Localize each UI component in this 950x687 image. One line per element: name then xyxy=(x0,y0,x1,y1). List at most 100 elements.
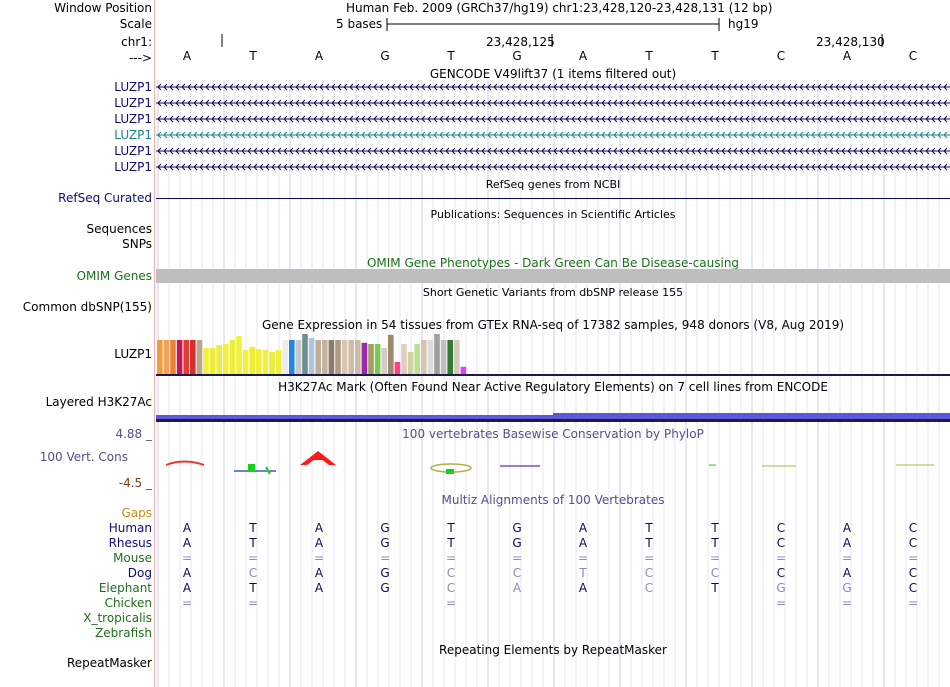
gtex-bar[interactable] xyxy=(427,340,434,374)
gtex-bar[interactable] xyxy=(262,350,269,374)
alignment-base: A xyxy=(842,536,852,550)
omim-bar[interactable] xyxy=(156,269,950,283)
sequences-label[interactable]: Sequences xyxy=(86,222,152,236)
gtex-bar[interactable] xyxy=(421,340,427,374)
gtex-bar[interactable] xyxy=(242,350,249,374)
gtex-bar[interactable] xyxy=(196,340,203,374)
gtex-bar[interactable] xyxy=(361,342,368,374)
species-label[interactable]: Elephant xyxy=(98,581,152,595)
refseq-line[interactable] xyxy=(156,198,950,199)
gencode-transcript[interactable] xyxy=(156,99,950,107)
gtex-bar[interactable] xyxy=(190,340,196,374)
gtex-bar[interactable] xyxy=(157,340,163,374)
species-label[interactable]: Rhesus xyxy=(108,536,152,550)
dbsnp-title[interactable]: Short Genetic Variants from dbSNP releas… xyxy=(422,286,684,299)
gtex-bar[interactable] xyxy=(275,350,282,374)
gencode-transcript[interactable] xyxy=(156,83,950,91)
species-label[interactable]: Zebrafish xyxy=(95,626,152,640)
h3k27ac-title[interactable]: H3K27Ac Mark (Often Found Near Active Re… xyxy=(278,380,828,394)
h3k27ac-label[interactable]: Layered H3K27Ac xyxy=(45,395,152,409)
refseq-label[interactable]: RefSeq Curated xyxy=(58,191,152,205)
gtex-bar[interactable] xyxy=(460,366,467,374)
repeatmasker-title[interactable]: Repeating Elements by RepeatMasker xyxy=(439,643,667,657)
gencode-track-label[interactable]: LUZP1 xyxy=(114,160,152,174)
gtex-bar[interactable] xyxy=(434,334,440,374)
gtex-bar[interactable] xyxy=(176,340,183,374)
gtex-bar[interactable] xyxy=(223,344,229,374)
gtex-bar[interactable] xyxy=(209,348,216,374)
gencode-track-label[interactable]: LUZP1 xyxy=(114,128,152,142)
gtex-bar[interactable] xyxy=(381,348,387,374)
gencode-track-label[interactable]: LUZP1 xyxy=(114,144,152,158)
gtex-bar[interactable] xyxy=(394,362,401,374)
gtex-bar[interactable] xyxy=(308,338,315,374)
refseq-title[interactable]: RefSeq genes from NCBI xyxy=(485,178,621,191)
gtex-bar[interactable] xyxy=(401,344,407,374)
alignment-base: A xyxy=(182,581,192,595)
base-6: A xyxy=(578,49,588,63)
species-label[interactable]: Chicken xyxy=(104,596,152,610)
gtex-bar[interactable] xyxy=(229,340,236,374)
gtex-bar[interactable] xyxy=(236,336,242,374)
gtex-bar[interactable] xyxy=(414,344,420,374)
gtex-bar[interactable] xyxy=(282,340,288,374)
snps-label[interactable]: SNPs xyxy=(122,237,152,251)
gencode-track-label[interactable]: LUZP1 xyxy=(114,96,152,110)
species-label[interactable]: Mouse xyxy=(113,551,152,565)
gencode-track-label[interactable]: LUZP1 xyxy=(114,112,152,126)
gtex-bar[interactable] xyxy=(341,340,348,374)
gtex-bar[interactable] xyxy=(388,334,394,374)
gtex-bar[interactable] xyxy=(269,352,275,374)
window-position-value[interactable]: Human Feb. 2009 (GRCh37/hg19) chr1:23,42… xyxy=(346,1,773,15)
gtex-bar[interactable] xyxy=(216,345,222,374)
repeatmasker-label[interactable]: RepeatMasker xyxy=(66,656,152,670)
gtex-bar[interactable] xyxy=(328,340,335,374)
gtex-bar[interactable] xyxy=(440,340,447,374)
gtex-bar[interactable] xyxy=(407,352,414,374)
gencode-transcript[interactable] xyxy=(156,163,950,171)
species-label[interactable]: X_tropicalis xyxy=(83,611,152,625)
species-label[interactable]: Dog xyxy=(127,566,152,580)
dbsnp-label[interactable]: Common dbSNP(155) xyxy=(22,300,152,314)
alignment-base: G xyxy=(842,581,852,595)
gtex-title[interactable]: Gene Expression in 54 tissues from GTEx … xyxy=(261,318,845,332)
gtex-bar[interactable] xyxy=(447,340,453,374)
alignment-base: = xyxy=(379,551,391,565)
gaps-label[interactable]: Gaps xyxy=(121,506,152,520)
gencode-transcript[interactable] xyxy=(156,115,950,123)
publications-title[interactable]: Publications: Sequences in Scientific Ar… xyxy=(430,208,676,221)
gtex-bar[interactable] xyxy=(203,348,209,374)
gtex-bar[interactable] xyxy=(322,340,328,374)
h3k27ac-signal[interactable] xyxy=(156,410,950,424)
species-label[interactable]: Human xyxy=(108,521,152,535)
gtex-bar[interactable] xyxy=(302,334,308,374)
gtex-bar[interactable] xyxy=(335,340,341,374)
gtex-bar[interactable] xyxy=(355,340,361,374)
gtex-bar[interactable] xyxy=(368,344,374,374)
gencode-track-label[interactable]: LUZP1 xyxy=(114,80,152,94)
multiz-title[interactable]: Multiz Alignments of 100 Vertebrates xyxy=(441,493,665,507)
gencode-tracks[interactable] xyxy=(156,80,950,176)
gtex-bar[interactable] xyxy=(348,340,354,374)
gtex-bar[interactable] xyxy=(315,340,321,374)
gencode-transcript[interactable] xyxy=(156,147,950,155)
gtex-bar[interactable] xyxy=(256,349,262,374)
gtex-bar[interactable] xyxy=(249,346,255,374)
gtex-label[interactable]: LUZP1 xyxy=(114,347,152,361)
omim-title[interactable]: OMIM Gene Phenotypes - Dark Green Can Be… xyxy=(366,256,740,270)
conservation-logo[interactable] xyxy=(156,445,950,481)
gtex-bar[interactable] xyxy=(170,340,176,374)
gtex-bar[interactable] xyxy=(454,340,460,374)
alignment-base: T xyxy=(249,521,257,535)
gtex-bar[interactable] xyxy=(163,340,170,374)
gtex-bar[interactable] xyxy=(183,340,189,374)
conservation-label[interactable]: 100 Vert. Cons xyxy=(39,450,128,464)
gencode-transcript[interactable] xyxy=(156,131,950,139)
gtex-bar[interactable] xyxy=(289,340,295,374)
omim-label[interactable]: OMIM Genes xyxy=(76,269,152,283)
gtex-chart[interactable] xyxy=(156,332,950,378)
gtex-bar[interactable] xyxy=(295,340,302,374)
gencode-title[interactable]: GENCODE V49lift37 (1 items filtered out) xyxy=(429,67,677,81)
conservation-title[interactable]: 100 vertebrates Basewise Conservation by… xyxy=(402,427,704,441)
gtex-bar[interactable] xyxy=(374,344,381,374)
